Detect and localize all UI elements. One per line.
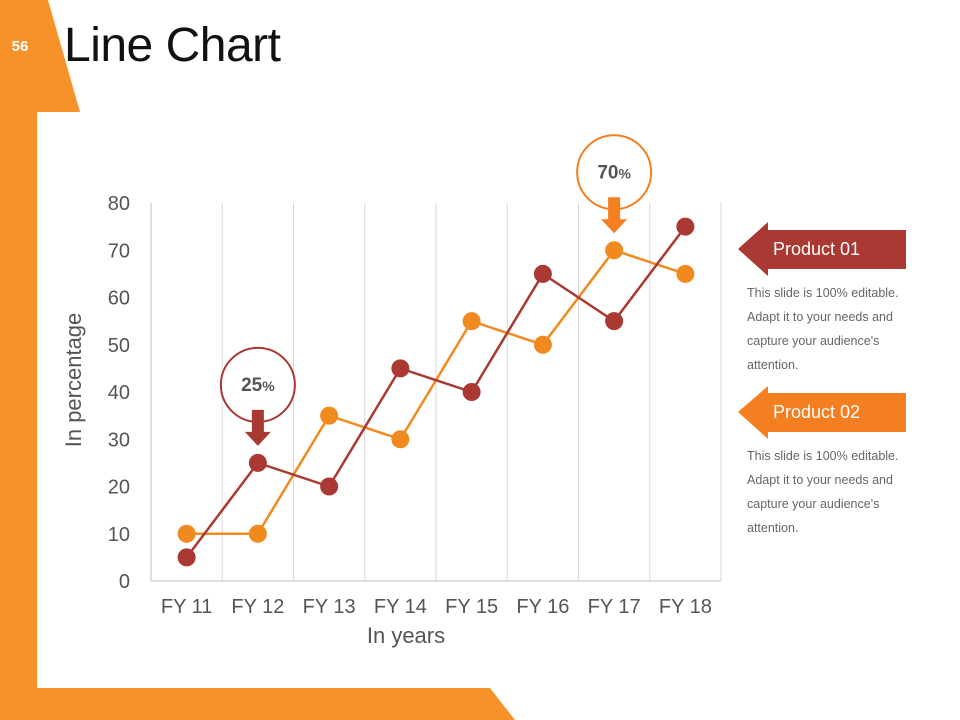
y-tick-label: 40 [108, 382, 130, 404]
data-point-product-02 [320, 406, 339, 425]
legend-description-product-01: This slide is 100% editable. Adapt it to… [747, 286, 899, 372]
callout-unit: % [618, 165, 631, 181]
callout-value: 70 [597, 162, 618, 183]
y-tick-label: 10 [108, 524, 130, 546]
data-point-product-01 [605, 312, 624, 331]
callout-arrow [601, 197, 628, 234]
y-tick-label: 0 [119, 571, 130, 593]
legend-arrow-product-02 [738, 386, 906, 439]
data-point-product-01 [533, 264, 552, 283]
data-point-product-02 [462, 312, 481, 331]
data-point-product-02 [533, 335, 552, 354]
x-tick-label: FY 11 [161, 596, 213, 618]
x-tick-label: FY 17 [588, 596, 641, 618]
x-tick-label: FY 15 [445, 596, 498, 618]
legend-label-product-02: Product 02 [773, 402, 861, 422]
series-product-01 [177, 217, 695, 567]
data-point-product-02 [391, 430, 410, 449]
x-tick-label: FY 12 [231, 596, 284, 618]
frame-bottom-band [0, 688, 515, 720]
y-axis-title: In percentage [61, 313, 86, 448]
callout-value: 25 [241, 375, 263, 396]
x-tick-label: FY 18 [659, 596, 712, 618]
data-point-product-02 [248, 524, 267, 543]
data-point-product-02 [177, 524, 196, 543]
y-tick-label: 30 [108, 429, 130, 451]
chart-axes [150, 203, 721, 582]
callout-label: 70% [597, 162, 631, 183]
x-axis-title: In years [367, 623, 445, 648]
series-line-product-01 [185, 225, 687, 559]
legend-arrow-product-01 [738, 222, 906, 276]
data-point-product-01 [462, 383, 481, 401]
data-point-product-01 [177, 548, 196, 567]
callout-unit: % [262, 378, 275, 394]
data-point-product-01 [320, 477, 339, 496]
frame-left-band [0, 0, 80, 688]
data-point-product-02 [676, 264, 695, 283]
slide-title: Line Chart [64, 19, 281, 72]
chart-series [177, 217, 695, 567]
y-axis-ticks: 0 10 20 30 40 50 60 70 80 [108, 193, 130, 593]
x-tick-label: FY 14 [374, 596, 427, 618]
data-point-product-02 [605, 241, 624, 260]
callout-label: 25% [241, 375, 275, 396]
x-tick-label: FY 16 [516, 596, 569, 618]
page-number: 56 [11, 38, 29, 55]
y-tick-label: 20 [108, 477, 130, 499]
data-point-product-01 [248, 453, 267, 472]
chart-callouts: 25%70% [219, 134, 653, 446]
y-tick-label: 70 [108, 240, 130, 262]
data-point-product-01 [676, 217, 695, 236]
y-tick-label: 60 [108, 288, 130, 310]
data-point-product-01 [391, 359, 410, 378]
callout-25: 25% [219, 346, 296, 446]
callout-70: 70% [576, 134, 653, 234]
callout-arrow [244, 409, 271, 446]
y-tick-label: 80 [108, 193, 130, 215]
legend-label-product-01: Product 01 [773, 239, 861, 259]
legend-description-product-02: This slide is 100% editable. Adapt it to… [747, 449, 899, 535]
x-axis-ticks: FY 11 FY 12 FY 13 FY 14 FY 15 FY 16 FY 17 FY 18 [161, 596, 712, 618]
y-tick-label: 50 [108, 335, 130, 357]
x-tick-label: FY 13 [303, 596, 356, 618]
